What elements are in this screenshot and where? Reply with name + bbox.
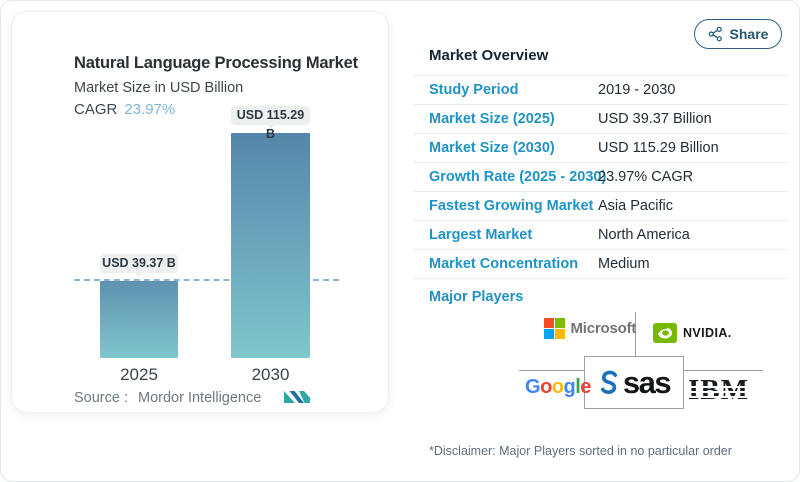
chart-title: Natural Language Processing Market (74, 54, 358, 72)
microsoft-wordmark: Microsoft (570, 319, 637, 337)
row-label: Study Period (429, 82, 519, 98)
chart-card: Natural Language Processing Market Marke… (11, 11, 389, 413)
table-row-largest-market: Largest Market North America (414, 221, 788, 250)
panel-title: Market Overview (429, 47, 549, 64)
nvidia-wordmark: NVIDIA. (683, 326, 732, 340)
cagr-label: CAGR (74, 101, 118, 118)
row-value: North America (598, 227, 690, 243)
microsoft-squares-icon (544, 318, 565, 339)
share-button[interactable]: Share (694, 19, 782, 49)
row-value: Medium (598, 256, 650, 272)
share-label: Share (729, 26, 769, 42)
row-value: 2019 - 2030 (598, 82, 676, 98)
nvidia-logo: NVIDIA. (653, 323, 732, 343)
row-label: Market Size (2030) (429, 140, 555, 156)
table-row-market-size-2030: Market Size (2030) USD 115.29 Billion (414, 134, 788, 163)
share-icon (708, 26, 722, 42)
row-label: Fastest Growing Market (429, 198, 594, 214)
bar-2025[interactable] (100, 281, 178, 358)
table-row-market-concentration: Market Concentration Medium (414, 250, 788, 279)
cagr-value: 23.97% (124, 101, 176, 118)
disclaimer: *Disclaimer: Major Players sorted in no … (429, 444, 732, 458)
bar-value-label-2025: USD 39.37 B (100, 254, 178, 278)
reference-dashed-line (74, 279, 339, 282)
row-label: Largest Market (429, 227, 533, 243)
overview-table: Study Period 2019 - 2030 Market Size (20… (414, 76, 788, 279)
row-value: 23.97% CAGR (598, 169, 694, 185)
mordor-intelligence-logo-icon (284, 391, 310, 403)
microsoft-logo: Microsoft (544, 318, 636, 339)
sas-swirl-icon (600, 370, 617, 395)
sas-wordmark: sas (622, 365, 672, 400)
table-row-fastest-growing-market: Fastest Growing Market Asia Pacific (414, 192, 788, 221)
cagr-line: CAGR 23.97% (74, 101, 368, 118)
table-row-growth-rate: Growth Rate (2025 - 2030) 23.97% CAGR (414, 163, 788, 192)
bar-2030[interactable] (231, 133, 310, 358)
x-tick-2030: 2030 (251, 365, 290, 384)
bar-value-label-2030: USD 115.29 B (231, 106, 310, 141)
row-value: USD 115.29 Billion (598, 140, 719, 156)
row-value: Asia Pacific (598, 198, 673, 214)
table-row-market-size-2025: Market Size (2025) USD 39.37 Billion (414, 105, 788, 134)
table-row-study-period: Study Period 2019 - 2030 (414, 76, 788, 105)
row-label: Growth Rate (2025 - 2030) (429, 169, 607, 185)
source-line: Source : Mordor Intelligence (74, 390, 261, 406)
divider (414, 75, 788, 76)
row-value: USD 39.37 Billion (598, 111, 712, 127)
source-label: Source : (74, 390, 128, 406)
row-label: Market Size (2025) (429, 111, 555, 127)
chart-subtitle: Market Size in USD Billion (74, 80, 244, 96)
chart-header: Natural Language Processing Market Marke… (12, 12, 388, 118)
source-name: Mordor Intelligence (138, 390, 262, 406)
x-tick-2025: 2025 (120, 365, 158, 384)
row-label: Market Concentration (429, 256, 579, 272)
ibm-wordmark: IBM (688, 374, 749, 406)
google-logo: Google (525, 376, 591, 398)
players-connector-vertical (635, 312, 636, 356)
market-overview-panel: Share Market Overview Study Period 2019 … (411, 1, 791, 481)
nvidia-eye-icon (653, 323, 677, 343)
major-players-label: Major Players (429, 289, 524, 305)
ibm-logo: IBM (686, 374, 756, 406)
sas-logo: sas (584, 356, 684, 409)
